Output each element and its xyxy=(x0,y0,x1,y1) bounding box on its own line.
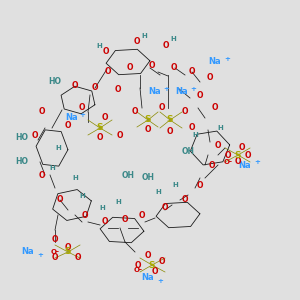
Text: +: + xyxy=(190,86,196,92)
Text: +: + xyxy=(79,112,85,118)
Text: O: O xyxy=(189,68,195,76)
Text: O: O xyxy=(225,151,231,160)
Text: S: S xyxy=(97,124,103,133)
Text: Na: Na xyxy=(142,274,154,283)
Text: O: O xyxy=(102,113,108,122)
Text: O: O xyxy=(82,211,88,220)
Text: H: H xyxy=(192,132,198,138)
Text: O: O xyxy=(52,236,58,244)
Text: O-: O- xyxy=(134,267,142,273)
Text: Na: Na xyxy=(66,113,78,122)
Text: H: H xyxy=(72,175,78,181)
Text: O-: O- xyxy=(50,249,59,255)
Text: O: O xyxy=(79,103,85,112)
Text: O: O xyxy=(139,211,145,220)
Text: OH: OH xyxy=(142,173,154,182)
Text: O: O xyxy=(145,250,151,260)
Text: H: H xyxy=(141,33,147,39)
Text: O: O xyxy=(103,47,109,56)
Text: O: O xyxy=(159,103,165,112)
Text: O: O xyxy=(102,218,108,226)
Text: +: + xyxy=(254,159,260,165)
Text: O: O xyxy=(182,196,188,205)
Text: H: H xyxy=(99,205,105,211)
Text: O: O xyxy=(235,158,241,166)
Text: H: H xyxy=(170,36,176,42)
Text: O: O xyxy=(149,61,155,70)
Text: O: O xyxy=(135,260,141,269)
Text: O: O xyxy=(117,130,123,140)
Text: O: O xyxy=(245,151,251,160)
Text: O: O xyxy=(122,215,128,224)
Text: O: O xyxy=(92,83,98,92)
Text: S: S xyxy=(149,260,155,269)
Text: H: H xyxy=(55,145,61,151)
Text: Na: Na xyxy=(176,88,188,97)
Text: HO: HO xyxy=(49,77,62,86)
Text: +: + xyxy=(224,56,230,62)
Text: H: H xyxy=(155,189,161,195)
Text: O: O xyxy=(52,254,58,262)
Text: H: H xyxy=(49,165,55,171)
Text: O: O xyxy=(215,140,221,149)
Text: O-: O- xyxy=(224,159,232,165)
Text: O: O xyxy=(162,203,168,212)
Text: O: O xyxy=(115,85,121,94)
Text: O: O xyxy=(207,74,213,82)
Text: O: O xyxy=(197,91,203,100)
Text: O: O xyxy=(197,181,203,190)
Text: O: O xyxy=(182,107,188,116)
Text: Na: Na xyxy=(22,248,34,256)
Text: Na: Na xyxy=(239,160,251,169)
Text: O: O xyxy=(75,254,81,262)
Text: H: H xyxy=(115,199,121,205)
Text: O: O xyxy=(239,143,245,152)
Text: O: O xyxy=(65,244,71,253)
Text: O: O xyxy=(189,124,195,133)
Text: Na: Na xyxy=(149,88,161,97)
Text: S: S xyxy=(145,116,151,124)
Text: O: O xyxy=(209,160,215,169)
Text: S: S xyxy=(235,151,241,160)
Text: HO: HO xyxy=(16,158,28,166)
Text: O: O xyxy=(32,130,38,140)
Text: H: H xyxy=(96,43,102,49)
Text: H: H xyxy=(172,182,178,188)
Text: H: H xyxy=(79,193,85,199)
Text: +: + xyxy=(37,252,43,258)
Text: O: O xyxy=(39,170,45,179)
Text: O: O xyxy=(171,64,177,73)
Text: S: S xyxy=(65,248,71,256)
Text: O: O xyxy=(212,103,218,112)
Text: O: O xyxy=(145,125,151,134)
Text: +: + xyxy=(157,278,163,284)
Text: +: + xyxy=(163,86,169,92)
Text: OH: OH xyxy=(122,170,134,179)
Text: O: O xyxy=(105,68,111,76)
Text: O: O xyxy=(152,268,158,277)
Text: O: O xyxy=(72,80,78,89)
Text: Na: Na xyxy=(209,58,221,67)
Text: O: O xyxy=(97,134,103,142)
Text: O: O xyxy=(163,40,169,50)
Text: O: O xyxy=(127,64,133,73)
Text: O: O xyxy=(134,38,140,46)
Text: O: O xyxy=(65,121,71,130)
Text: O: O xyxy=(57,196,63,205)
Text: H: H xyxy=(217,125,223,131)
Text: O: O xyxy=(167,128,173,136)
Text: O: O xyxy=(159,257,165,266)
Text: OH: OH xyxy=(182,148,194,157)
Text: O: O xyxy=(132,107,138,116)
Text: HO: HO xyxy=(16,134,28,142)
Text: O: O xyxy=(39,107,45,116)
Text: S: S xyxy=(167,116,173,124)
